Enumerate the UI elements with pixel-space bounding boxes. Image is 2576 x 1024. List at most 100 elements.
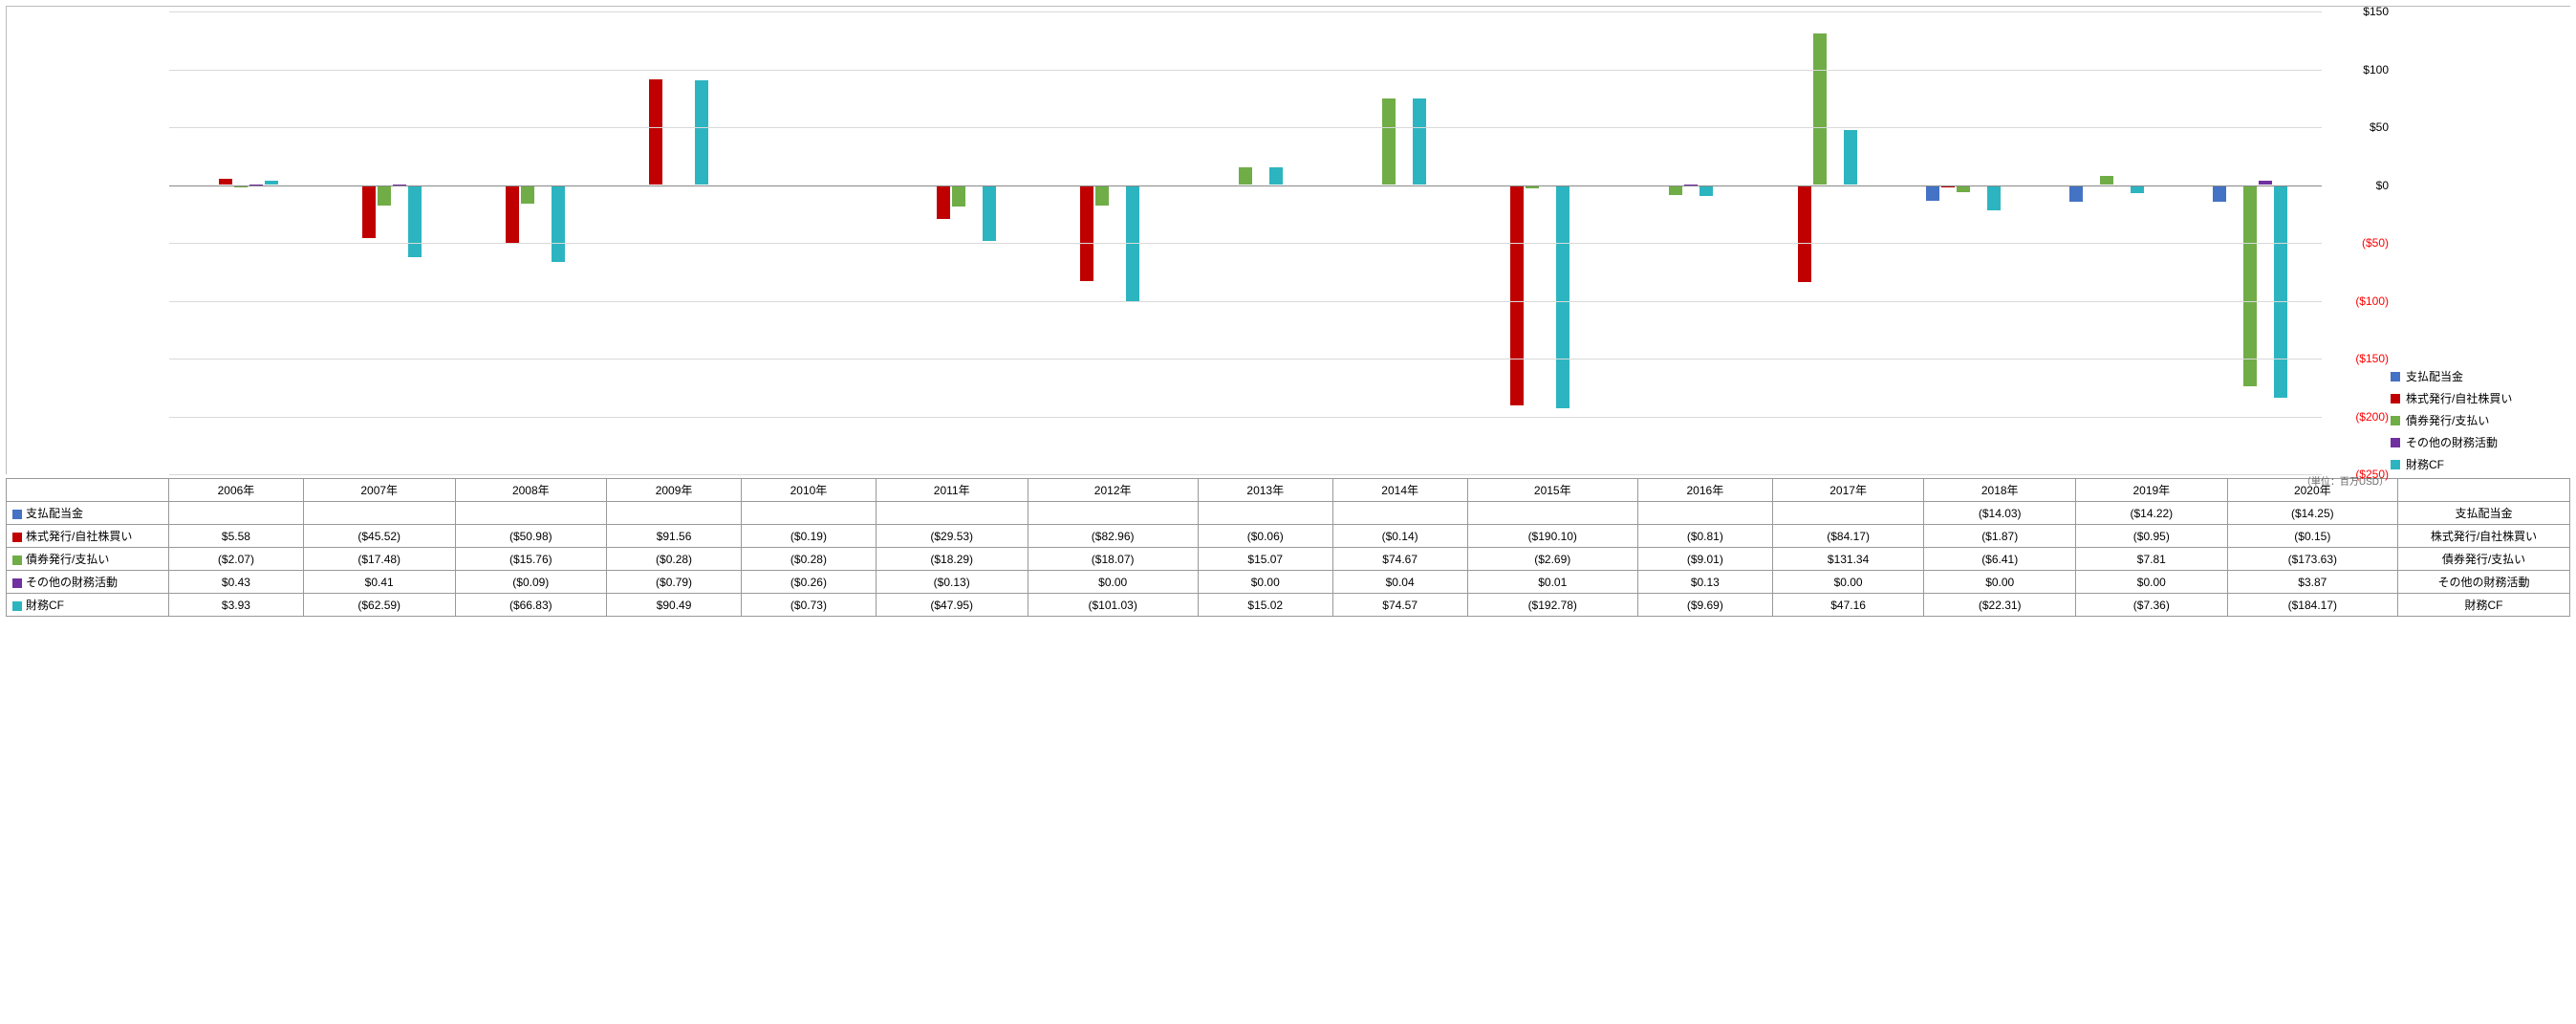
table-cell: $0.00 — [1028, 571, 1198, 594]
table-year-header: 2016年 — [1637, 479, 1772, 502]
table-cell — [303, 502, 455, 525]
bar-fincf — [2274, 185, 2287, 399]
table-cell: ($184.17) — [2227, 594, 2397, 617]
table-corner — [7, 479, 169, 502]
table-cell: ($17.48) — [303, 548, 455, 571]
table-cell: ($62.59) — [303, 594, 455, 617]
table-cell: ($22.31) — [1924, 594, 2076, 617]
bar-dividends — [2213, 185, 2226, 202]
gridline — [169, 301, 2322, 302]
table-cell: ($7.36) — [2076, 594, 2228, 617]
table-cell: ($14.03) — [1924, 502, 2076, 525]
legend-label: 株式発行/自社株買い — [2406, 390, 2512, 406]
table-cell: ($45.52) — [303, 525, 455, 548]
data-table: 2006年2007年2008年2009年2010年2011年2012年2013年… — [6, 478, 2570, 617]
table-legend-cell: その他の財務活動 — [2398, 571, 2570, 594]
legend-swatch — [2391, 416, 2400, 425]
bar-stock — [1510, 185, 1524, 405]
y-tick-label: ($200) — [2355, 410, 2389, 424]
bar-fincf — [1413, 98, 1426, 185]
legend-label: 財務CF — [2406, 456, 2444, 472]
table-cell: $0.00 — [2076, 571, 2228, 594]
bar-debt — [378, 185, 391, 206]
table-legend-cell: 株式発行/自社株買い — [2398, 525, 2570, 548]
table-cell: $0.00 — [1924, 571, 2076, 594]
bar-debt — [952, 185, 965, 207]
y-tick-label: $50 — [2370, 120, 2389, 134]
y-tick-label: ($50) — [2362, 236, 2389, 250]
table-cell: $0.13 — [1637, 571, 1772, 594]
legend-swatch — [2391, 394, 2400, 403]
gridline — [169, 243, 2322, 244]
bar-dividends — [2069, 185, 2083, 202]
table-cell: ($14.25) — [2227, 502, 2397, 525]
table-year-header: 2017年 — [1772, 479, 1924, 502]
bar-fincf — [408, 185, 422, 258]
bar-debt — [1813, 33, 1827, 185]
table-row: 支払配当金($14.03)($14.22)($14.25)支払配当金 — [7, 502, 2570, 525]
table-cell: ($6.41) — [1924, 548, 2076, 571]
table-cell: ($0.28) — [607, 548, 742, 571]
table-cell: ($0.79) — [607, 571, 742, 594]
table-cell: $3.87 — [2227, 571, 2397, 594]
bar-fincf — [1269, 167, 1283, 185]
table-cell: ($18.29) — [876, 548, 1028, 571]
table-cell: ($0.13) — [876, 571, 1028, 594]
table-cell: ($101.03) — [1028, 594, 1198, 617]
table-cell — [169, 502, 304, 525]
table-cell: $91.56 — [607, 525, 742, 548]
table-row: その他の財務活動$0.43$0.41($0.09)($0.79)($0.26)(… — [7, 571, 2570, 594]
bar-fincf — [1556, 185, 1569, 408]
table-cell: ($0.14) — [1332, 525, 1467, 548]
gridline — [169, 70, 2322, 71]
table-cell: $74.67 — [1332, 548, 1467, 571]
row-swatch — [12, 556, 22, 565]
table-cell — [607, 502, 742, 525]
table-cell: ($47.95) — [876, 594, 1028, 617]
bar-stock — [1798, 185, 1811, 283]
table-row-head: 財務CF — [7, 594, 169, 617]
row-swatch — [12, 578, 22, 588]
bar-fincf — [1987, 185, 2001, 211]
table-cell: ($0.28) — [742, 548, 877, 571]
table-cell — [1772, 502, 1924, 525]
table-year-header: 2014年 — [1332, 479, 1467, 502]
table-cell: $90.49 — [607, 594, 742, 617]
table-year-header: 2015年 — [1467, 479, 1637, 502]
table-cell: $15.02 — [1198, 594, 1332, 617]
table-cell: ($66.83) — [455, 594, 607, 617]
legend-label: 支払配当金 — [2406, 368, 2463, 384]
table-cell: ($84.17) — [1772, 525, 1924, 548]
table-cell: ($18.07) — [1028, 548, 1198, 571]
table-cell: ($0.95) — [2076, 525, 2228, 548]
table-cell — [742, 502, 877, 525]
gridline — [169, 185, 2322, 186]
bar-stock — [362, 185, 376, 238]
bar-fincf — [695, 80, 708, 185]
legend-item-debt: 債券発行/支払い — [2391, 412, 2563, 428]
y-tick-label: $0 — [2376, 179, 2389, 192]
table-year-header: 2013年 — [1198, 479, 1332, 502]
table-cell: ($2.07) — [169, 548, 304, 571]
table-cell: ($0.26) — [742, 571, 877, 594]
legend-item-other: その他の財務活動 — [2391, 434, 2563, 450]
plot-area — [169, 11, 2322, 474]
table-cell: ($9.69) — [1637, 594, 1772, 617]
table-cell: ($0.06) — [1198, 525, 1332, 548]
table-cell: $0.43 — [169, 571, 304, 594]
table-cell: ($50.98) — [455, 525, 607, 548]
table-cell — [1028, 502, 1198, 525]
table-cell — [1198, 502, 1332, 525]
bar-debt — [1095, 185, 1109, 207]
y-tick-label: $150 — [2363, 5, 2389, 18]
table-cell — [455, 502, 607, 525]
table-cell: ($0.19) — [742, 525, 877, 548]
table-year-header: 2009年 — [607, 479, 742, 502]
table-cell: $5.58 — [169, 525, 304, 548]
table-cell: ($1.87) — [1924, 525, 2076, 548]
y-axis-ticks: $150$100$50$0($50)($100)($150)($200)($25… — [2331, 11, 2389, 474]
table-cell — [1332, 502, 1467, 525]
table-legend-cell: 財務CF — [2398, 594, 2570, 617]
table-cell: ($15.76) — [455, 548, 607, 571]
bar-dividends — [1926, 185, 1939, 202]
